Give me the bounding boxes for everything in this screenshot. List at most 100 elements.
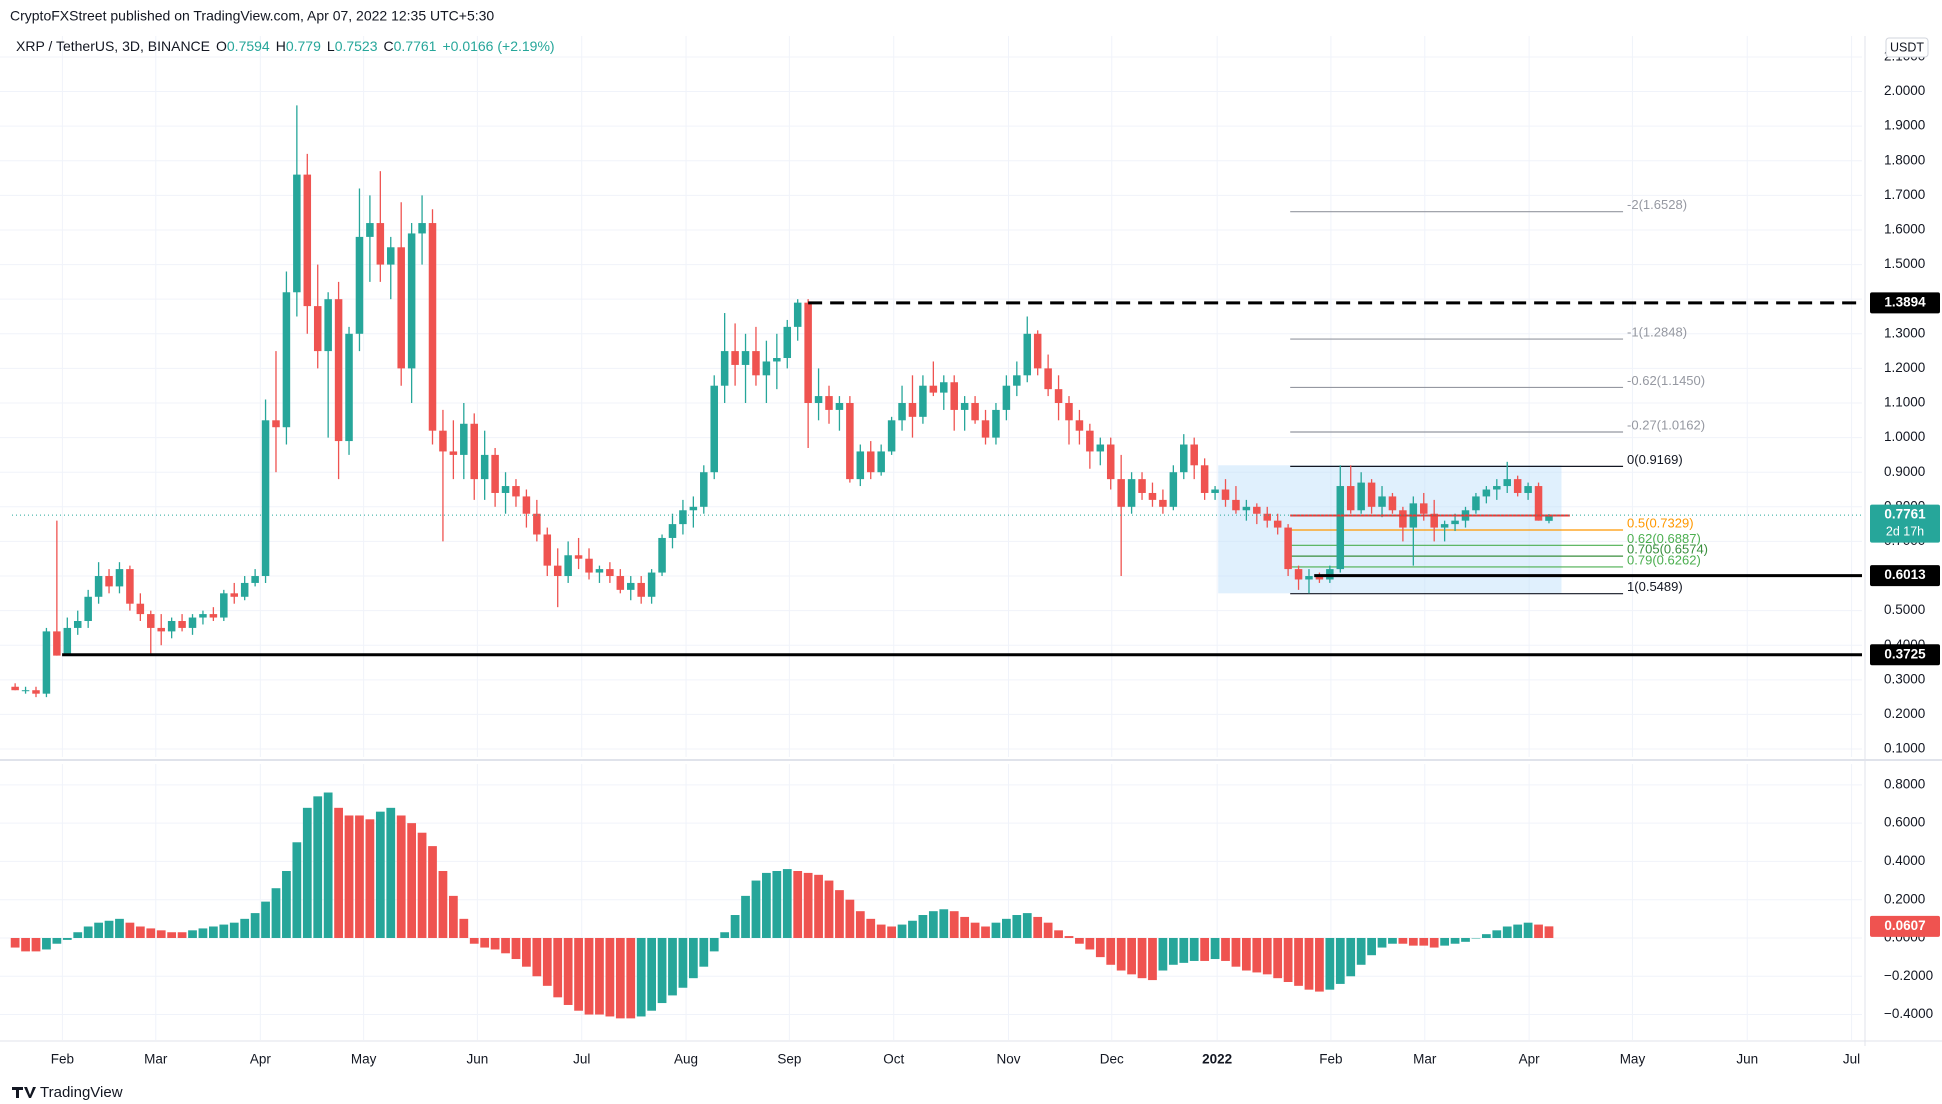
histogram-bar — [177, 932, 187, 938]
histogram-bar — [699, 937, 709, 967]
candle-body — [1169, 472, 1178, 507]
histogram-bar — [1481, 934, 1491, 938]
y-tick-label: 1.1000 — [1884, 395, 1925, 410]
histogram-bar — [1085, 937, 1095, 950]
axis-layer: Feb Mar Apr May Jun Jul Aug Sep Oct Nov Dec 2022 Feb… — [16, 37, 1940, 1067]
histogram-bar — [21, 937, 30, 952]
candle-body — [1033, 333, 1042, 369]
candle-body — [616, 576, 625, 590]
candle-body — [731, 351, 739, 365]
candle-body — [387, 247, 395, 265]
y-tick-label: 0.2000 — [1884, 891, 1925, 906]
histogram-bar — [1294, 937, 1303, 986]
candle-body — [147, 614, 155, 628]
histogram-bar — [793, 870, 803, 938]
candle-body — [272, 420, 280, 428]
histogram-bar — [1252, 937, 1262, 973]
x-tick-label: Nov — [996, 1052, 1020, 1067]
histogram-bar — [511, 937, 521, 960]
y-tick-label: 1.2000 — [1884, 360, 1925, 375]
candle-body — [324, 299, 332, 352]
fib-label: -0.62(1.1450) — [1627, 373, 1705, 388]
level-label: 0.6013 — [1884, 567, 1926, 582]
candle-body — [522, 496, 531, 514]
histogram-bar — [1054, 930, 1063, 938]
candle-body — [1399, 510, 1407, 528]
histogram-bar — [229, 922, 239, 938]
candle-body — [366, 223, 374, 237]
histogram-bar — [501, 937, 510, 954]
candle-body — [157, 627, 165, 632]
candle-body — [543, 534, 552, 566]
ohlc-value: 0.7523 — [335, 38, 378, 54]
histogram-bar — [1189, 937, 1199, 961]
histogram-bar — [1315, 937, 1324, 992]
candle-body — [710, 385, 718, 473]
candle-body — [637, 582, 645, 597]
candle-body — [835, 402, 844, 410]
histogram-bar — [720, 932, 730, 938]
x-tick-label: Jul — [1843, 1052, 1860, 1067]
histogram-bar — [866, 918, 876, 938]
y-tick-label: 1.3000 — [1884, 325, 1925, 340]
histogram-bar — [855, 911, 865, 938]
candle-body — [1545, 515, 1553, 521]
histogram-bar — [605, 937, 615, 1017]
x-tick-label: Apr — [1519, 1052, 1541, 1067]
fib-label: 1(0.5489) — [1627, 579, 1683, 594]
footer-logo — [12, 1087, 36, 1098]
candle-body — [950, 382, 958, 410]
candle-body — [929, 385, 938, 393]
candle-body — [261, 420, 270, 577]
candle-body — [971, 402, 979, 421]
histogram-bar — [730, 915, 740, 938]
histogram-bar — [459, 918, 469, 938]
histogram-bar — [1367, 937, 1376, 956]
candle-body — [960, 402, 969, 410]
candle-body — [449, 451, 458, 455]
histogram-bar — [438, 870, 448, 938]
candle-body — [220, 593, 228, 618]
unit-label: USDT — [1890, 40, 1924, 54]
y-tick-label: −0.4000 — [1884, 1006, 1933, 1021]
histogram-bar — [1095, 937, 1105, 958]
histogram-bar — [1419, 937, 1429, 946]
range-box — [1218, 465, 1562, 594]
histogram-bar — [563, 937, 573, 1005]
histogram-bar — [1534, 924, 1543, 938]
histogram-bar — [323, 792, 333, 938]
histogram-bar — [981, 926, 990, 938]
ohlc-letter: H — [276, 38, 286, 54]
histogram-bar — [1127, 937, 1136, 975]
x-tick-label: Mar — [1413, 1052, 1437, 1067]
candle-body — [491, 454, 499, 493]
ohlc-letter: C — [384, 38, 394, 54]
candle-body — [1493, 486, 1501, 490]
candle-body — [1023, 333, 1032, 376]
candle-body — [209, 614, 218, 618]
candle-body — [428, 223, 437, 431]
x-tick-label: Jun — [466, 1052, 488, 1067]
histogram-bar — [1106, 937, 1116, 965]
histogram-bar — [282, 870, 291, 938]
candle-body — [1013, 375, 1021, 386]
histogram-bar — [52, 937, 62, 944]
candle-body — [1221, 489, 1230, 500]
histogram-bar — [302, 807, 312, 938]
histogram-bar — [469, 937, 479, 944]
candle-body — [825, 396, 833, 410]
histogram-bar — [1262, 937, 1272, 975]
x-tick-label: Feb — [51, 1052, 74, 1067]
histogram-bar — [741, 895, 750, 938]
histogram-bar — [636, 937, 646, 1017]
histogram-bar — [115, 918, 124, 938]
histogram-bar — [490, 937, 500, 950]
histogram-bar — [480, 937, 490, 948]
y-tick-label: 1.6000 — [1884, 222, 1925, 237]
histogram-bar — [709, 937, 719, 952]
candle-body — [533, 513, 541, 535]
histogram-bar — [1064, 936, 1074, 938]
histogram-bar — [73, 932, 83, 938]
histogram-bar — [1158, 937, 1168, 971]
candle-body — [418, 223, 426, 234]
